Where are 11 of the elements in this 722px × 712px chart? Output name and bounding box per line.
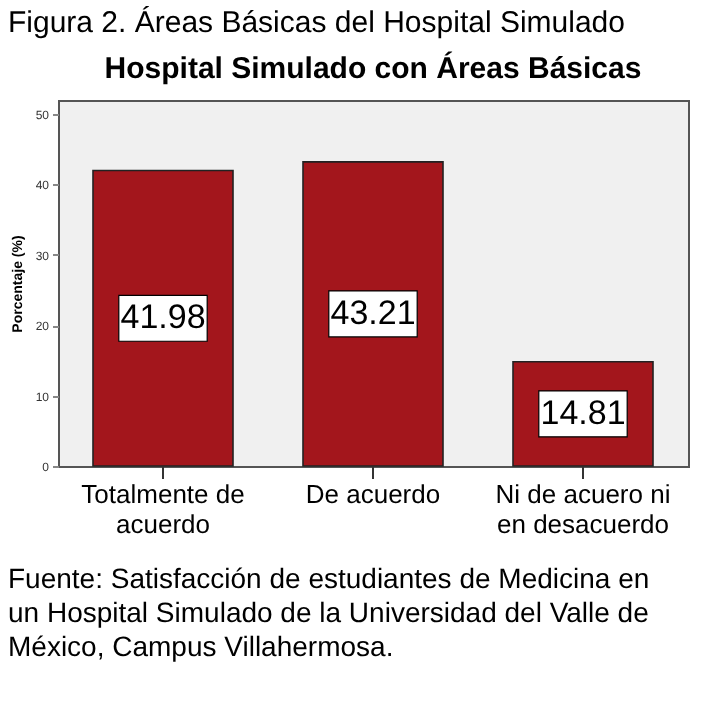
bar <box>302 161 444 467</box>
chart-title: Hospital Simulado con Áreas Básicas <box>104 50 642 86</box>
data-label: 43.21 <box>330 293 416 332</box>
data-label: 41.98 <box>120 298 206 337</box>
x-tick-label: Totalmente de acuerdo <box>81 479 245 539</box>
source-note: Fuente: Satisfacción de estudiantes de Medicina en un Hospital Simulado de la Universidad del Valle de México, Campus Villahermosa. <box>6 560 652 664</box>
data-label: 14.81 <box>540 393 626 432</box>
x-tick-label: Ni de acuero ni en desacuerdo <box>495 479 671 539</box>
text: Figura 2. Áreas Básicas del Hospital Simulado <box>6 4 627 44</box>
x-tick-label: De acuerdo <box>305 479 441 509</box>
bar <box>92 169 234 467</box>
